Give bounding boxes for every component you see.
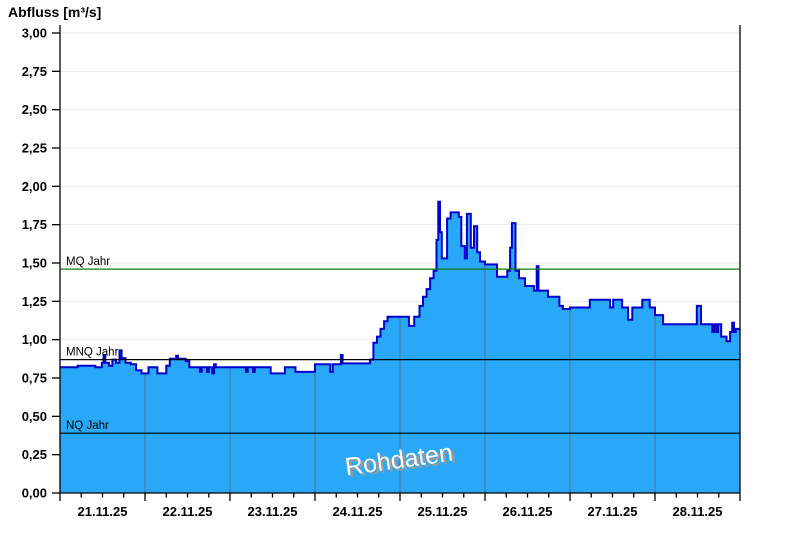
ref-label-mnq-jahr: MNQ Jahr [66,347,119,359]
y-tick-label: 3,00 [22,26,47,41]
x-day-label: 28.11.25 [673,504,723,519]
y-tick-label: 2,25 [22,141,47,156]
y-tick-label: 0,50 [22,409,47,424]
x-day-label: 27.11.25 [588,504,638,519]
y-tick-label: 2,75 [22,64,47,79]
x-day-label: 26.11.25 [503,504,553,519]
y-tick-label: 0,75 [22,371,47,386]
ref-label-mq-jahr: MQ Jahr [66,256,110,268]
y-tick-label: 0,00 [22,486,47,501]
series-line [60,200,740,375]
x-day-label: 23.11.25 [248,504,298,519]
x-day-label: 24.11.25 [333,504,383,519]
y-tick-label: 1,25 [22,294,47,309]
y-tick-label: 1,50 [22,256,47,271]
y-tick-label: 2,50 [22,102,47,117]
ref-label-nq-jahr: NQ Jahr [66,420,109,432]
x-day-label: 25.11.25 [418,504,468,519]
y-tick-label: 1,00 [22,332,47,347]
x-day-label: 21.11.25 [78,504,128,519]
y-tick-label: 1,75 [22,217,47,232]
y-tick-label: 2,00 [22,179,47,194]
chart-title: Abfluss [m³/s] [8,4,102,20]
y-tick-label: 0,25 [22,447,47,462]
x-day-label: 22.11.25 [163,504,213,519]
